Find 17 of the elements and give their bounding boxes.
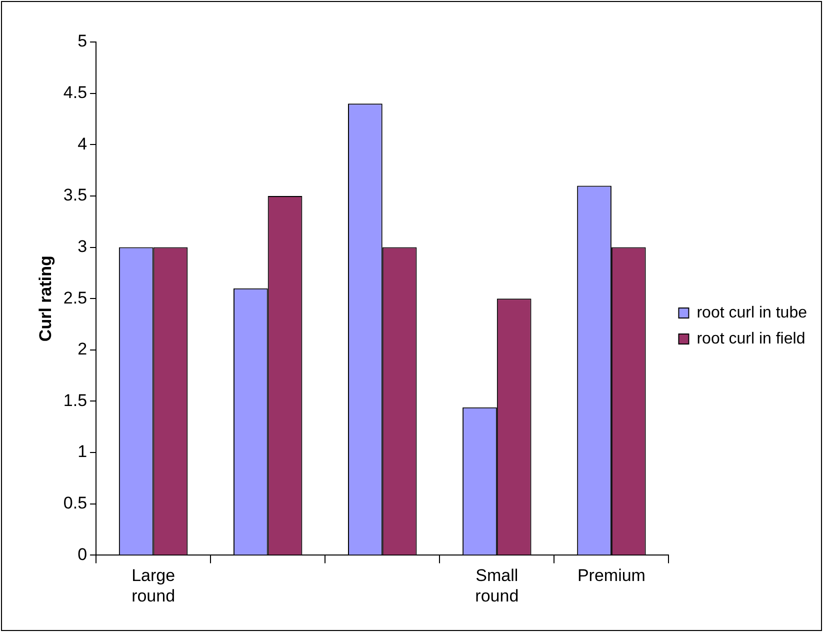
y-tick-label: 3.5	[63, 186, 88, 205]
y-tick-label: 1	[78, 442, 88, 462]
y-tick-label: 2	[78, 340, 88, 359]
legend-label: root curl in field	[696, 330, 806, 348]
x-tick-label: Premium	[577, 566, 646, 586]
legend-label: root curl in tube	[696, 304, 808, 322]
y-tick-label: 4	[78, 134, 88, 154]
y-tick-label: 0	[78, 544, 88, 564]
y-axis-title: Curl rating	[36, 256, 55, 342]
x-tick-label: Large round	[132, 566, 176, 606]
y-tick-label: 1.5	[63, 390, 88, 410]
y-tick-label: 2.5	[63, 288, 88, 308]
y-tick-label: 0.5	[63, 494, 88, 513]
y-tick-label: 3	[78, 236, 88, 256]
x-tick-label: Small round	[475, 566, 519, 606]
y-tick-label: 4.5	[63, 83, 88, 102]
y-tick-label: 5	[78, 32, 88, 51]
